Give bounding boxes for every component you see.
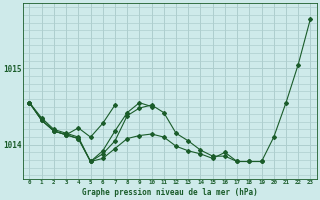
X-axis label: Graphe pression niveau de la mer (hPa): Graphe pression niveau de la mer (hPa) xyxy=(82,188,258,197)
